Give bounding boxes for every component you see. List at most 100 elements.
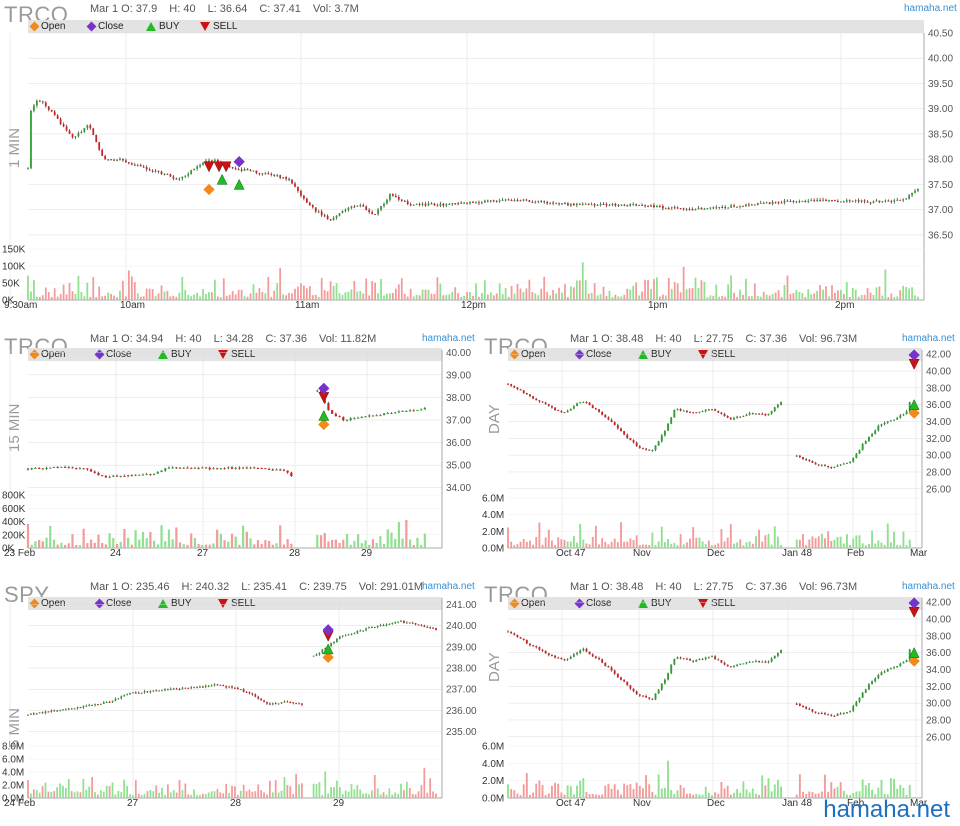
candle-body <box>670 664 673 674</box>
candle-body <box>225 685 228 688</box>
volume-bar <box>101 542 104 548</box>
volume-bar <box>541 544 544 548</box>
candle-body <box>896 417 899 420</box>
legend-bar: Open Close BUY SELL <box>28 348 442 361</box>
volume-bar <box>297 286 299 300</box>
candle-body <box>242 467 245 469</box>
site-link[interactable]: hamaha.net <box>902 581 955 592</box>
candle-body <box>53 710 56 712</box>
candle-body <box>204 685 207 688</box>
volume-bar <box>720 529 723 548</box>
volume-bar <box>312 783 315 798</box>
buy-marker <box>318 409 330 421</box>
candle-body <box>547 653 550 656</box>
candle-body <box>451 203 454 205</box>
volume-bar <box>161 787 163 798</box>
open-marker <box>203 183 215 196</box>
volume-bar <box>273 290 276 300</box>
candle-body <box>197 467 200 469</box>
volume-bar <box>660 788 663 798</box>
volume-bar <box>899 545 902 548</box>
candle-body <box>594 408 597 410</box>
volume-bar <box>181 276 184 300</box>
candle-body <box>886 421 889 423</box>
candle-body <box>172 176 175 179</box>
candle-body <box>445 204 448 206</box>
candle-body <box>877 675 880 679</box>
site-link[interactable]: hamaha.net <box>904 3 957 14</box>
volume-bar <box>599 294 602 300</box>
low-value: L: 235.41 <box>241 581 288 593</box>
volume-value: Vol: 11.82M <box>319 333 377 345</box>
candle-body <box>336 638 338 643</box>
open-value: Mar 1 O: 34.94 <box>90 333 164 345</box>
volume-bar <box>285 295 287 300</box>
price-tick-label: 40.00 <box>446 348 471 359</box>
volume-bar <box>271 544 274 548</box>
candle-body <box>466 202 468 204</box>
candle-body <box>557 657 560 659</box>
volume-bar <box>507 527 509 548</box>
volume-bar <box>333 787 335 798</box>
candle-body <box>531 201 534 203</box>
volume-bar <box>861 543 864 548</box>
volume-tick-label: 600K <box>2 504 26 515</box>
volume-bar <box>704 544 707 548</box>
volume-bar <box>519 288 522 300</box>
volume-bar <box>753 283 756 300</box>
candle-body <box>817 712 820 714</box>
price-tick-label: 38.00 <box>928 155 953 166</box>
volume-bar <box>598 544 600 548</box>
candle-body <box>286 701 289 703</box>
candle-body <box>303 195 305 199</box>
volume-bar <box>682 544 685 548</box>
sell-triangle-icon <box>218 598 228 608</box>
site-link[interactable]: hamaha.net <box>902 333 955 344</box>
candle-body <box>889 420 892 422</box>
volume-bar <box>448 294 451 300</box>
volume-bar <box>525 773 528 798</box>
candle-body <box>878 200 881 203</box>
volume-bar <box>748 296 750 300</box>
volume-bar <box>289 786 292 798</box>
volume-bar <box>231 786 233 798</box>
volume-bar <box>305 288 308 300</box>
volume-bar <box>535 783 538 798</box>
site-link[interactable]: hamaha.net <box>422 581 475 592</box>
volume-bar <box>401 538 404 548</box>
candle-body <box>739 205 741 207</box>
volume-bar <box>685 542 688 548</box>
candle-body <box>359 205 362 207</box>
candle-body <box>362 205 365 207</box>
candle-body <box>724 207 727 209</box>
candle-body <box>86 125 89 129</box>
volume-bar <box>99 790 102 798</box>
buy-triangle-icon <box>638 598 648 608</box>
watermark[interactable]: hamaha.net <box>823 796 950 823</box>
site-link[interactable]: hamaha.net <box>422 333 475 344</box>
volume-bar <box>38 296 41 300</box>
buy-marker <box>908 647 920 658</box>
volume-bar <box>316 534 319 548</box>
candle-body <box>276 175 279 177</box>
volume-bar <box>723 788 726 798</box>
candle-body <box>774 201 777 203</box>
candle-body <box>610 667 613 671</box>
candle-body <box>659 205 661 207</box>
candle-body <box>685 410 688 412</box>
volume-bar <box>386 529 389 548</box>
volume-bar <box>554 545 557 548</box>
candle-body <box>776 404 779 408</box>
volume-bar <box>481 293 483 300</box>
candle-body <box>356 630 359 634</box>
volume-bar <box>405 519 408 548</box>
volume-bar <box>240 289 243 300</box>
candle-body <box>123 695 126 697</box>
volume-bar <box>798 539 801 548</box>
volume-bar <box>227 541 230 548</box>
volume-bar <box>745 789 748 798</box>
candle-body <box>831 199 833 201</box>
volume-bar <box>780 786 782 798</box>
candle-body <box>169 688 172 690</box>
volume-bar <box>761 541 764 548</box>
